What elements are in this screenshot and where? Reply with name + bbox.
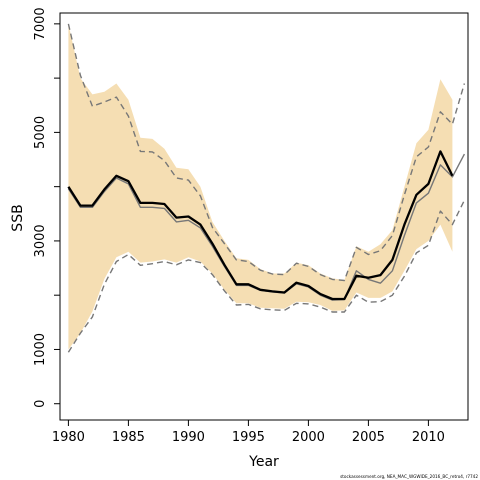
- axes: 1980 1985 1990 1995 2000 2005 2010 0 1000 3000 500…: [33, 7, 469, 445]
- y-axis: 0 1000 3000 5000 7000: [33, 7, 60, 408]
- x-tick-label: 2005: [352, 430, 385, 445]
- x-tick-label: 1985: [112, 430, 145, 445]
- series-group: [67, 23, 466, 353]
- y-tick-label: 7000: [33, 7, 48, 40]
- plot-frame: [59, 12, 469, 421]
- ssb-estimate-line: [67, 150, 454, 301]
- retro-dashed-line-2: [67, 23, 466, 282]
- plot-area: [67, 23, 466, 353]
- x-tick-label: 1995: [232, 430, 265, 445]
- y-tick-label: 1000: [33, 333, 48, 366]
- x-tick-label: 2010: [412, 430, 445, 445]
- x-tick-label: 1980: [52, 430, 85, 445]
- x-axis-title: Year: [248, 454, 279, 470]
- confidence-band: [68, 23, 453, 350]
- x-axis: 1980 1985 1990 1995 2000 2005 2010: [52, 420, 445, 445]
- caption-text: stockassessment.org, NEA_MAC_WGWIDE_2016…: [340, 474, 478, 479]
- x-tick-label: 1990: [172, 430, 205, 445]
- y-tick-label: 5000: [33, 116, 48, 149]
- retro-dashed-line-3: [67, 199, 466, 353]
- y-tick-label: 3000: [33, 224, 48, 257]
- y-tick-label: 0: [33, 400, 48, 408]
- y-axis-title: SSB: [10, 204, 26, 231]
- x-tick-label: 2000: [292, 430, 325, 445]
